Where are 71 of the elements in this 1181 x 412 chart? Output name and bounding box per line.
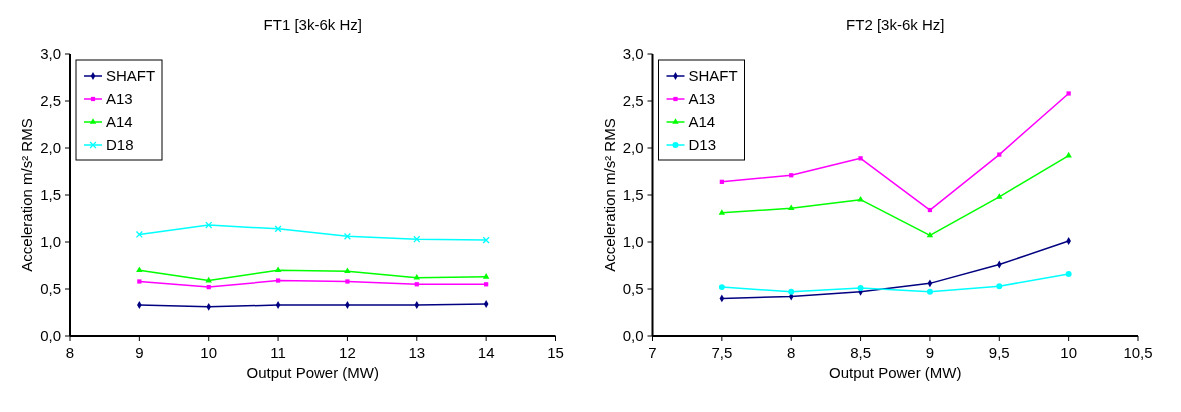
x-tick-label: 7,5 [711, 344, 733, 361]
y-tick-label: 1,5 [622, 186, 644, 204]
y-axis-title: Acceleration m/s² RMS [18, 118, 35, 272]
legend-label: SHAFT [688, 67, 738, 85]
x-tick-label: 13 [408, 344, 426, 361]
legend-label: D13 [688, 136, 717, 154]
x-tick-label: 10,5 [1123, 344, 1153, 361]
y-tick-label: 0,0 [622, 327, 644, 345]
point [926, 231, 934, 238]
x-tick-label: 15 [547, 344, 564, 361]
y-tick-label: 2,5 [622, 92, 644, 110]
legend-label: A14 [106, 113, 133, 131]
x-tick-label: 9 [135, 344, 144, 361]
point [275, 278, 281, 283]
x-tick-label: 10 [1060, 344, 1077, 361]
chart-title: FT2 [3k-6k Hz] [846, 16, 945, 33]
legend-label: A14 [688, 113, 716, 131]
point [136, 266, 143, 273]
point [997, 152, 1002, 157]
x-axis-title: Output Power (MW) [828, 364, 962, 381]
legend-label: D18 [106, 136, 134, 154]
point [414, 301, 420, 309]
y-tick-label: 2,5 [40, 92, 61, 110]
point [483, 300, 489, 308]
point [857, 285, 864, 292]
point [413, 274, 421, 280]
point [135, 230, 143, 239]
x-tick-label: 7 [648, 344, 657, 361]
x-tick-label: 8 [65, 344, 75, 361]
point [274, 266, 282, 273]
y-tick-label: 0,5 [40, 280, 61, 298]
point [718, 209, 726, 215]
point [205, 221, 213, 229]
y-tick-label: 1,0 [40, 233, 61, 251]
point [1065, 270, 1072, 277]
x-tick-label: 8,5 [850, 344, 871, 361]
y-axis-title: Acceleration m/s² RMS [600, 118, 618, 272]
y-tick-label: 2,0 [40, 139, 61, 157]
y-tick-label: 0,0 [40, 327, 61, 345]
x-axis-title: Output Power (MW) [246, 364, 380, 381]
point [857, 195, 864, 202]
y-tick-label: 0,5 [622, 280, 644, 298]
x-tick-label: 9 [925, 344, 935, 361]
y-tick-label: 2,0 [622, 139, 644, 157]
legend-label: A13 [106, 90, 133, 108]
y-tick-label: 3,0 [622, 45, 644, 63]
chart-title: FT1 [3k-6k Hz] [263, 16, 362, 33]
x-tick-label: 8 [787, 344, 796, 361]
y-tick-label: 1,0 [622, 233, 644, 251]
point [996, 193, 1003, 199]
x-tick-label: 12 [339, 344, 356, 361]
point [718, 284, 725, 291]
point [788, 288, 795, 295]
x-tick-label: 10 [200, 344, 218, 361]
point [345, 279, 350, 284]
point [787, 204, 795, 211]
x-tick-label: 9,5 [988, 344, 1010, 361]
point [1066, 91, 1071, 96]
y-tick-label: 3,0 [40, 45, 61, 63]
point [137, 279, 142, 284]
point [344, 267, 351, 273]
legend-label: SHAFT [106, 67, 156, 85]
point [482, 273, 490, 279]
point [858, 156, 863, 161]
x-tick-label: 14 [477, 344, 495, 361]
point [996, 283, 1003, 290]
legend-label: A13 [688, 90, 716, 108]
y-tick-label: 1,5 [40, 186, 61, 204]
point [274, 225, 282, 233]
x-tick-label: 11 [270, 344, 286, 361]
point [926, 288, 933, 295]
